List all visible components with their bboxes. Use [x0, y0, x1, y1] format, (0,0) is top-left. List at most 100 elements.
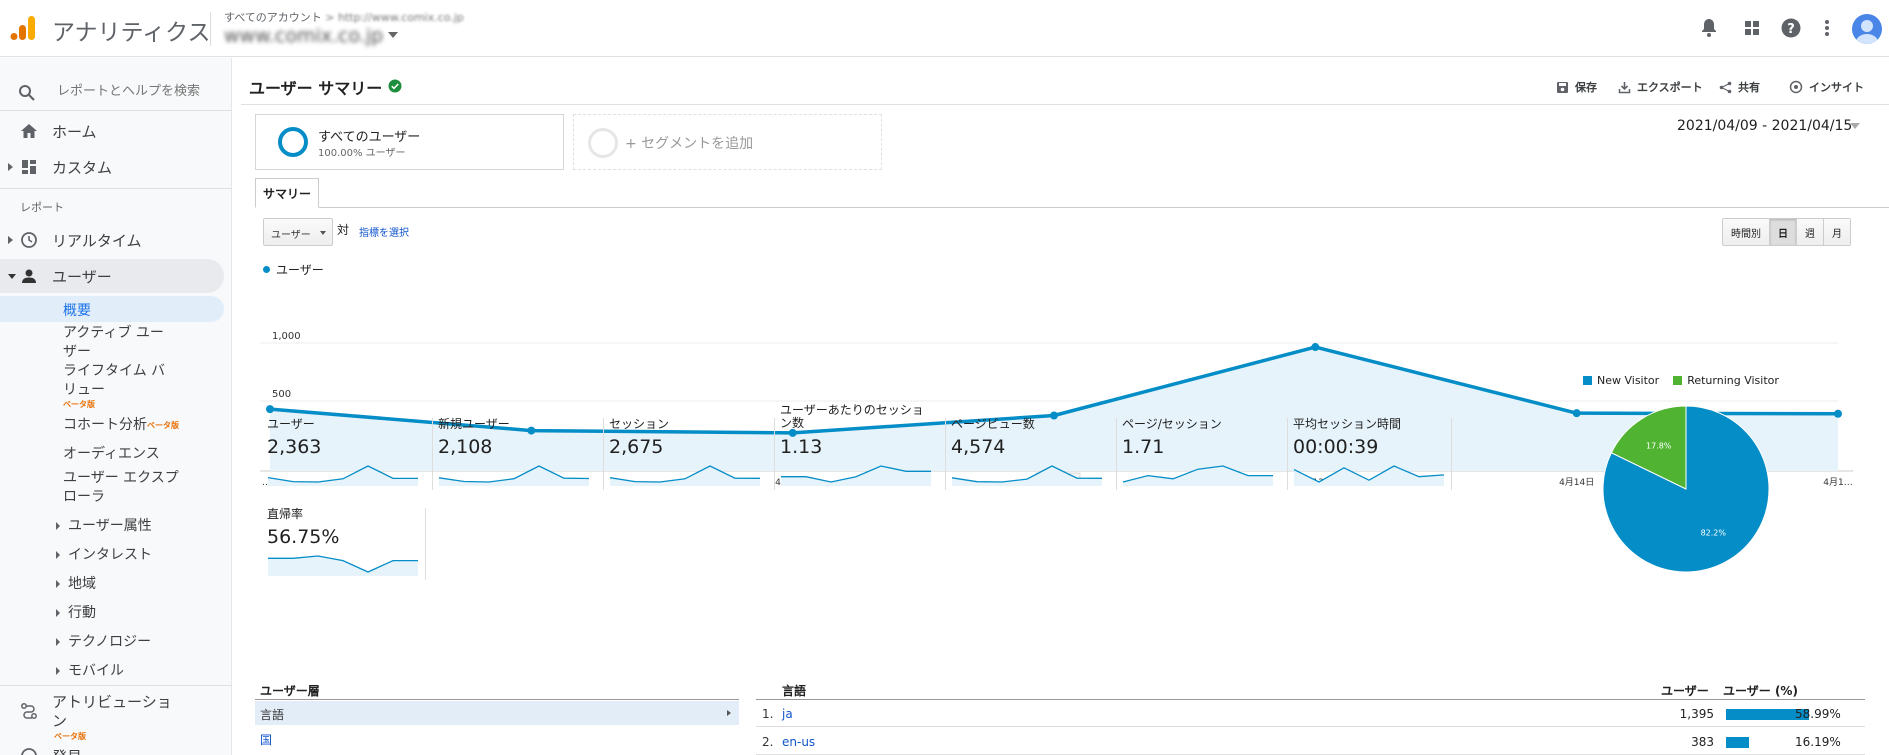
sidebar-item-geo[interactable]: 地域 — [56, 573, 96, 593]
sparkline-area — [781, 466, 931, 486]
sidebar-item-home[interactable]: ホーム — [0, 114, 224, 148]
sidebar-item-label: 概要 — [63, 303, 91, 319]
sidebar-item-label: 発見 — [52, 746, 82, 755]
tab-summary[interactable]: サマリー — [255, 178, 319, 208]
apps-grid-icon[interactable] — [1740, 16, 1764, 40]
sidebar-item-user-explorer[interactable]: ユーザー エクスプ ローラ — [63, 469, 213, 507]
language-link[interactable]: ja — [782, 707, 793, 721]
sidebar-item-mobile[interactable]: モバイル — [56, 660, 124, 680]
metric-value: 4,574 — [951, 436, 1006, 458]
sidebar-item-label: カスタム — [52, 158, 113, 177]
data-point[interactable] — [788, 428, 797, 437]
data-point[interactable] — [1311, 343, 1320, 352]
sparkline-area — [439, 466, 589, 486]
pie-slice[interactable] — [1610, 405, 1687, 490]
metric-tile[interactable]: 直帰率 56.75% — [261, 508, 426, 580]
legend-swatch — [1673, 376, 1683, 385]
users-line-chart[interactable]: 1,000500…4月10日4月11日4月12日4月13日4月14日4月1… — [233, 273, 1883, 493]
add-segment-button[interactable]: + セグメントを追加 — [573, 114, 882, 170]
bell-icon[interactable] — [1697, 16, 1721, 40]
expand-arrow-icon[interactable] — [8, 163, 13, 171]
percent-bar — [1726, 709, 1809, 720]
collapse-arrow-icon[interactable] — [8, 273, 16, 279]
data-point[interactable] — [527, 426, 536, 435]
metric-tile[interactable]: ページ/セッション 1.71 — [1116, 418, 1276, 490]
metric-tile[interactable]: セッション 2,675 — [603, 418, 763, 490]
metric-tile[interactable]: ユーザー 2,363 — [261, 418, 421, 490]
metric-tile[interactable]: ユーザーあたりのセッション数 1.13 — [774, 404, 934, 490]
sidebar-item-cohort[interactable]: コホート分析ベータ版 — [63, 416, 223, 435]
chevron-down-icon[interactable] — [1850, 123, 1860, 129]
sidebar-item-label: リュー — [63, 382, 105, 398]
sidebar-item-label: アトリビューショ ン — [52, 693, 172, 731]
sidebar-item-label: 行動 — [68, 605, 96, 621]
dimension-row-language[interactable]: 言語 — [255, 701, 739, 725]
sidebar-item-realtime[interactable]: リアルタイム — [0, 223, 224, 257]
granularity-day-button[interactable]: 日 — [1770, 219, 1797, 245]
expand-arrow-icon — [56, 667, 60, 675]
property-selector[interactable]: www.comix.co.jp — [224, 25, 384, 47]
visitor-pie-chart[interactable]: 82.2% 17.8% — [1599, 396, 1779, 586]
chevron-down-icon[interactable] — [388, 32, 398, 38]
divider — [0, 110, 232, 111]
metric-dropdown[interactable]: ユーザー — [263, 218, 333, 246]
sparkline-line — [781, 465, 931, 483]
help-icon[interactable]: ? — [1779, 16, 1803, 40]
sidebar-item-behavior[interactable]: 行動 — [56, 602, 96, 622]
metric-label: 新規ユーザー — [438, 417, 510, 431]
avatar[interactable] — [1852, 14, 1882, 44]
data-point[interactable] — [1050, 411, 1058, 420]
sidebar-item-interests[interactable]: インタレスト — [56, 544, 152, 564]
sidebar-item-attribution[interactable]: アトリビューショ ン ベータ版 — [0, 686, 224, 741]
sidebar-item-active-users[interactable]: アクティブ ユー ザー — [63, 324, 173, 362]
save-button[interactable]: 保存 — [1556, 79, 1597, 95]
metric-divider — [1451, 418, 1452, 490]
sidebar-item-technology[interactable]: テクノロジー — [56, 631, 151, 651]
data-point[interactable] — [1834, 409, 1842, 418]
metric-divider — [425, 508, 426, 580]
metric-label: ユーザーあたりのセッション数 — [780, 403, 924, 430]
granularity-month-button[interactable]: 月 — [1824, 219, 1850, 245]
export-button[interactable]: エクスポート — [1618, 79, 1703, 95]
segment-all-users[interactable]: すべてのユーザー 100.00% ユーザー — [255, 114, 564, 170]
sidebar-item-overview[interactable]: 概要 — [0, 296, 224, 322]
sidebar-item-audience[interactable]: オーディエンス — [63, 446, 160, 462]
search-icon — [19, 85, 35, 101]
sidebar-item-label: ユーザー エクスプ — [63, 470, 179, 486]
breadcrumb-root[interactable]: すべてのアカウント — [224, 11, 322, 24]
language-link[interactable]: en-us — [782, 735, 816, 749]
percent-cell: 58.99% — [1795, 707, 1841, 721]
sidebar-item-lifetime-value[interactable]: ライフタイム バ リュー ベータ版 — [63, 362, 173, 410]
sidebar-item-label: ローラ — [63, 489, 105, 505]
metric-sparkline — [781, 465, 931, 486]
expand-arrow-icon[interactable] — [8, 236, 13, 244]
sidebar-item-demographics[interactable]: ユーザー属性 — [56, 515, 152, 535]
label-line: ン — [52, 712, 68, 730]
analytics-logo-icon[interactable] — [10, 14, 38, 42]
metric-tile[interactable]: 新規ユーザー 2,108 — [432, 418, 592, 490]
data-point[interactable] — [1572, 409, 1581, 418]
metric-tile[interactable]: 平均セッション時間 00:00:39 — [1287, 418, 1452, 490]
sidebar-item-users[interactable]: ユーザー — [0, 259, 224, 293]
granularity-hourly-button[interactable]: 時間別 — [1723, 219, 1770, 245]
sidebar-item-discover[interactable]: 発見 — [0, 741, 224, 755]
sparkline-area — [268, 466, 418, 486]
date-range-picker[interactable]: 2021/04/09 - 2021/04/15 — [1677, 118, 1853, 134]
more-vert-icon[interactable] — [1815, 16, 1839, 40]
share-button[interactable]: 共有 — [1719, 79, 1760, 95]
metric-tile[interactable]: ページビュー数 4,574 — [945, 418, 1105, 490]
insights-button[interactable]: インサイト — [1789, 79, 1864, 95]
sparkline-area — [952, 466, 1102, 486]
metric-divider — [945, 418, 946, 490]
pie-slice[interactable] — [1602, 405, 1770, 573]
sidebar-search[interactable]: レポートとヘルプを検索 — [0, 68, 232, 108]
breadcrumb-url[interactable]: http://www.comix.co.jp — [338, 11, 464, 24]
dimension-row-country[interactable]: 国 — [260, 733, 273, 747]
data-point[interactable] — [266, 405, 274, 414]
search-input[interactable]: レポートとヘルプを検索 — [57, 84, 201, 99]
sidebar-item-custom[interactable]: カスタム — [0, 150, 224, 184]
select-metric-link[interactable]: 指標を選択 — [359, 228, 409, 239]
account-breadcrumb[interactable]: すべてのアカウント > http://www.comix.co.jp — [224, 9, 464, 25]
app-title[interactable]: アナリティクス — [52, 20, 211, 46]
granularity-week-button[interactable]: 週 — [1797, 219, 1824, 245]
